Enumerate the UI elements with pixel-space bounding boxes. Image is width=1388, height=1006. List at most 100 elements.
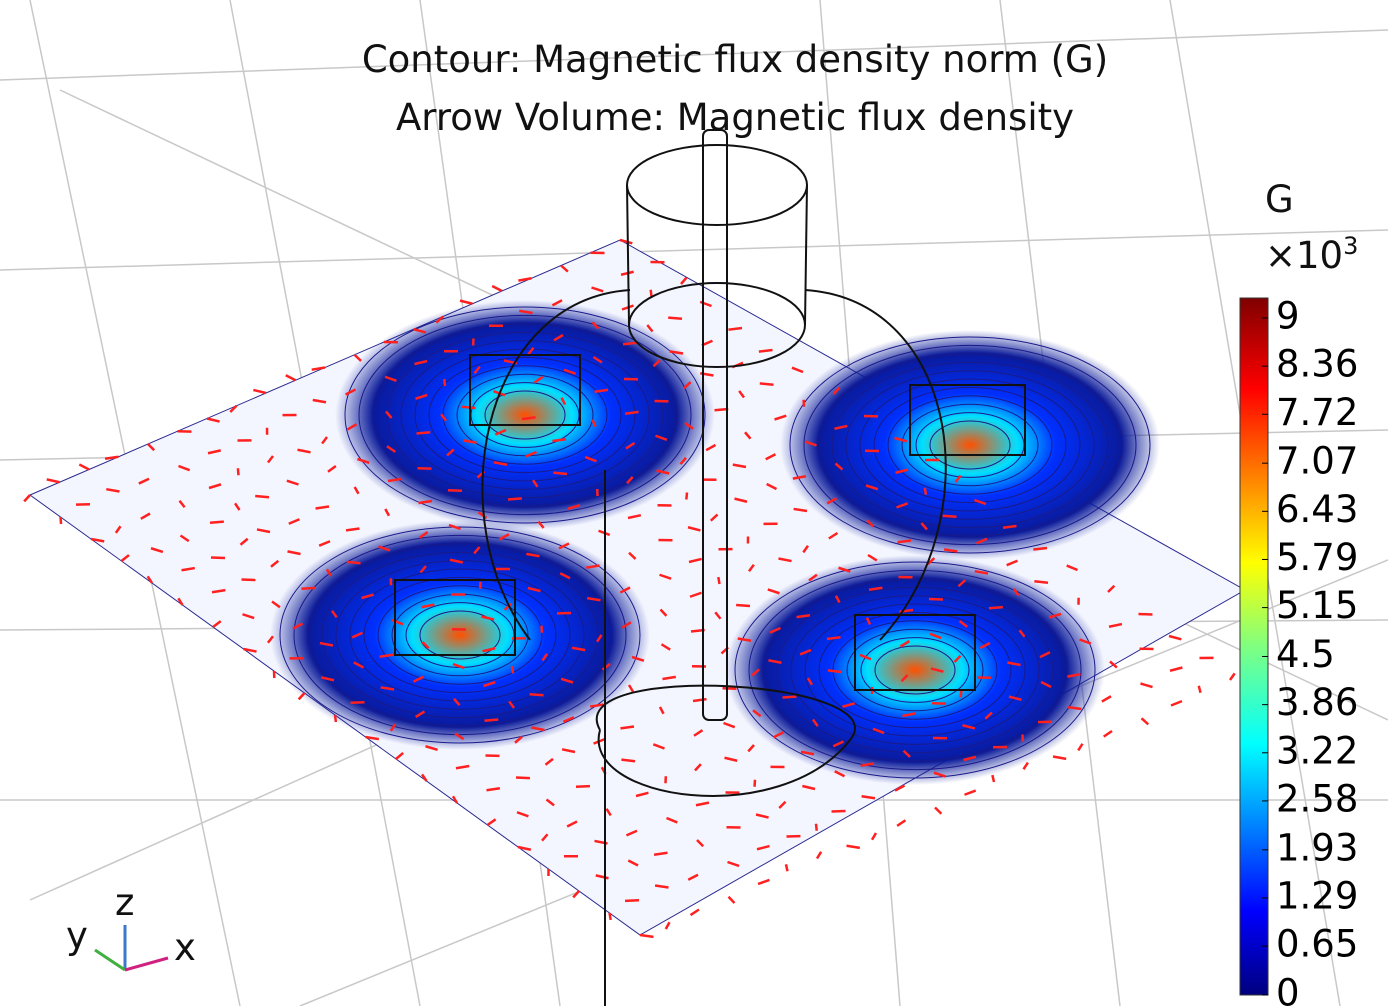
arrow — [1003, 526, 1017, 528]
arrow — [347, 562, 361, 563]
tick-label: 8.36 — [1276, 343, 1358, 386]
arrow — [552, 439, 566, 441]
tick-label: 9 — [1276, 295, 1300, 338]
exponent: 3 — [1343, 232, 1358, 260]
arrow — [24, 495, 30, 501]
arrow — [686, 493, 687, 500]
arrow — [1171, 701, 1182, 705]
arrow — [1033, 548, 1047, 550]
tick-label: 7.72 — [1276, 391, 1358, 434]
arrow — [1053, 757, 1066, 759]
tick-label: 0.65 — [1276, 923, 1358, 966]
axis-triad: z y x — [66, 881, 196, 970]
arrow — [286, 375, 296, 380]
arrow — [302, 588, 316, 589]
arrow — [759, 350, 773, 352]
arrow — [210, 522, 224, 523]
grid-line — [0, 230, 1388, 270]
arrow — [897, 820, 905, 826]
arrow — [651, 290, 652, 297]
arrow — [253, 390, 266, 393]
arrow — [872, 833, 876, 840]
arrow — [1142, 718, 1149, 724]
arrow — [760, 383, 774, 384]
multiplier: ×10 — [1265, 234, 1343, 277]
arrow — [729, 897, 735, 903]
arrow — [1141, 684, 1153, 688]
arrow — [640, 935, 653, 937]
colorbar — [1240, 298, 1268, 995]
colorbar-multiplier: ×103 — [1265, 232, 1358, 277]
arrow — [898, 541, 912, 543]
arrow — [242, 580, 256, 581]
subtitle: Arrow Volume: Magnetic flux density — [396, 96, 1074, 139]
arrow — [625, 900, 639, 901]
tick-label: 7.07 — [1276, 440, 1358, 483]
arrow — [728, 328, 742, 330]
arrow — [668, 318, 682, 319]
arrow — [47, 479, 60, 482]
z-label: z — [115, 881, 134, 924]
tick-label: 2.58 — [1276, 777, 1358, 820]
arrow — [508, 498, 522, 499]
arrow — [783, 697, 797, 698]
arrow — [786, 864, 788, 871]
arrow — [1199, 686, 1201, 693]
arrow — [1078, 744, 1082, 751]
arrow — [1102, 696, 1111, 701]
arrow — [623, 343, 637, 345]
arrow — [965, 791, 976, 795]
arrow — [666, 922, 670, 929]
arrow — [417, 432, 431, 433]
arrow — [553, 473, 567, 474]
arrow — [621, 760, 635, 762]
arrow — [718, 577, 719, 584]
blob — [335, 300, 715, 530]
arrow — [462, 407, 476, 408]
blob — [270, 520, 650, 750]
title: Contour: Magnetic flux density norm (G) — [362, 38, 1108, 81]
arrow — [1034, 581, 1048, 583]
arrow — [335, 715, 336, 722]
arrow — [1170, 668, 1182, 671]
y-label: y — [66, 914, 88, 957]
arrow — [1104, 731, 1112, 737]
arrow — [817, 852, 821, 859]
arrow — [961, 691, 962, 698]
tick-label: 4.5 — [1276, 633, 1335, 676]
arrow — [492, 286, 502, 291]
arrow — [610, 913, 611, 920]
arrow — [255, 496, 269, 497]
arrow — [444, 379, 445, 386]
arrow — [238, 468, 239, 475]
arrow — [530, 694, 544, 695]
arrow — [723, 688, 737, 689]
tick-label: 3.86 — [1276, 681, 1358, 724]
tick-label: 6.43 — [1276, 488, 1358, 531]
arrow — [758, 880, 769, 884]
tick-label: 0 — [1276, 972, 1300, 1006]
tick-label: 5.15 — [1276, 584, 1358, 627]
arrow — [512, 666, 513, 673]
tick-label: 5.79 — [1276, 536, 1358, 579]
arrow — [828, 670, 842, 672]
arrow — [992, 775, 994, 782]
arrow — [935, 808, 941, 814]
arrow — [61, 517, 62, 524]
arrow — [816, 824, 817, 831]
arrow — [516, 778, 530, 779]
tick-label: 3.22 — [1276, 729, 1358, 772]
arrow — [576, 786, 590, 787]
colorbar-ticks: 9 8.36 7.72 7.07 6.43 5.79 5.15 4.5 3.86 3.22 2.58… — [1262, 295, 1358, 1006]
tick-label: 1.93 — [1276, 826, 1358, 869]
tick-label: 1.29 — [1276, 874, 1358, 917]
arrow — [691, 910, 699, 916]
arrow — [485, 719, 499, 720]
arrow — [925, 488, 926, 495]
arrow — [79, 464, 89, 469]
arrow — [827, 637, 841, 639]
arrow — [1230, 673, 1235, 680]
blob — [780, 330, 1160, 560]
arrow — [847, 846, 860, 848]
plot: Contour: Magnetic flux density norm (G) … — [0, 0, 1388, 1006]
